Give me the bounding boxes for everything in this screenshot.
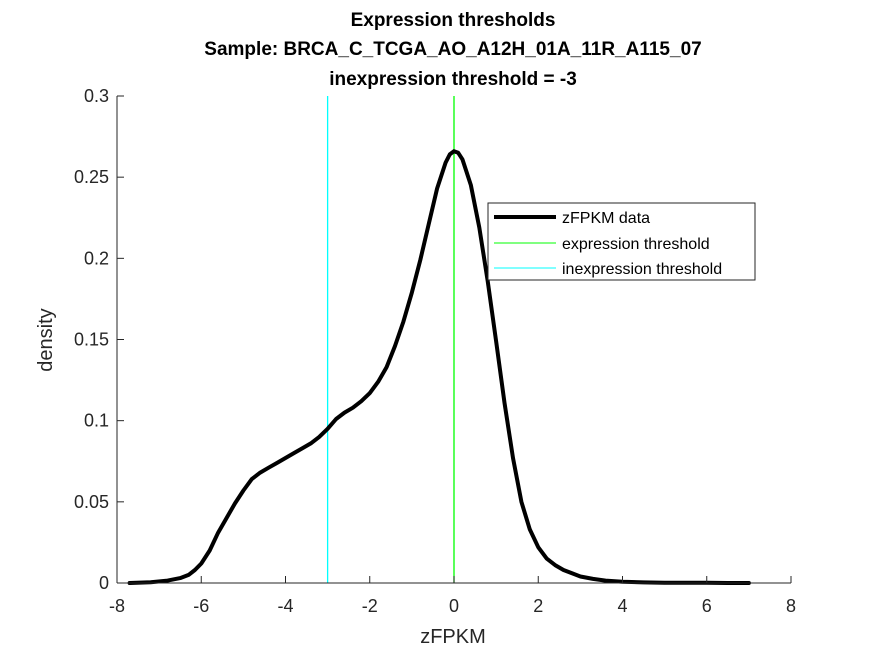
x-tick-label: -4 [277, 596, 293, 616]
y-tick-label: 0.1 [84, 411, 109, 431]
y-tick-label: 0.3 [84, 86, 109, 106]
y-tick-label: 0.15 [74, 330, 109, 350]
x-tick-label: -2 [362, 596, 378, 616]
x-axis-label: zFPKM [420, 626, 486, 648]
y-axis-label: density [35, 308, 57, 371]
y-tick-label: 0.25 [74, 167, 109, 187]
x-tick-label: 0 [449, 596, 459, 616]
y-tick-label: 0.2 [84, 248, 109, 268]
x-tick-label: -8 [109, 596, 125, 616]
x-tick-label: 8 [786, 596, 796, 616]
y-axis-ticks: 0 0.05 0.1 0.15 0.2 0.25 0.3 [74, 86, 124, 593]
legend-label-inexpression: inexpression threshold [562, 261, 722, 278]
chart-title: Expression thresholds [351, 10, 556, 31]
chart-subtitle-sample: Sample: BRCA_C_TCGA_AO_A12H_01A_11R_A115… [204, 39, 701, 60]
legend-label-expression: expression threshold [562, 236, 710, 253]
zfpkm-density-line [127, 149, 751, 585]
y-tick-label: 0 [99, 573, 109, 593]
y-tick-label: 0.05 [74, 492, 109, 512]
x-tick-label: -6 [193, 596, 209, 616]
x-tick-label: 4 [617, 596, 627, 616]
chart-subtitle-threshold: inexpression threshold = -3 [329, 69, 577, 90]
legend-label-zfpkm: zFPKM data [562, 210, 650, 227]
x-axis-ticks: -8 -6 -4 -2 0 2 4 6 8 [109, 576, 796, 616]
x-tick-label: 2 [533, 596, 543, 616]
x-tick-label: 6 [702, 596, 712, 616]
legend: zFPKM data expression threshold inexpres… [487, 202, 756, 281]
chart-title-group: Expression thresholds Sample: BRCA_C_TCG… [204, 10, 701, 90]
plot-area [127, 96, 751, 585]
